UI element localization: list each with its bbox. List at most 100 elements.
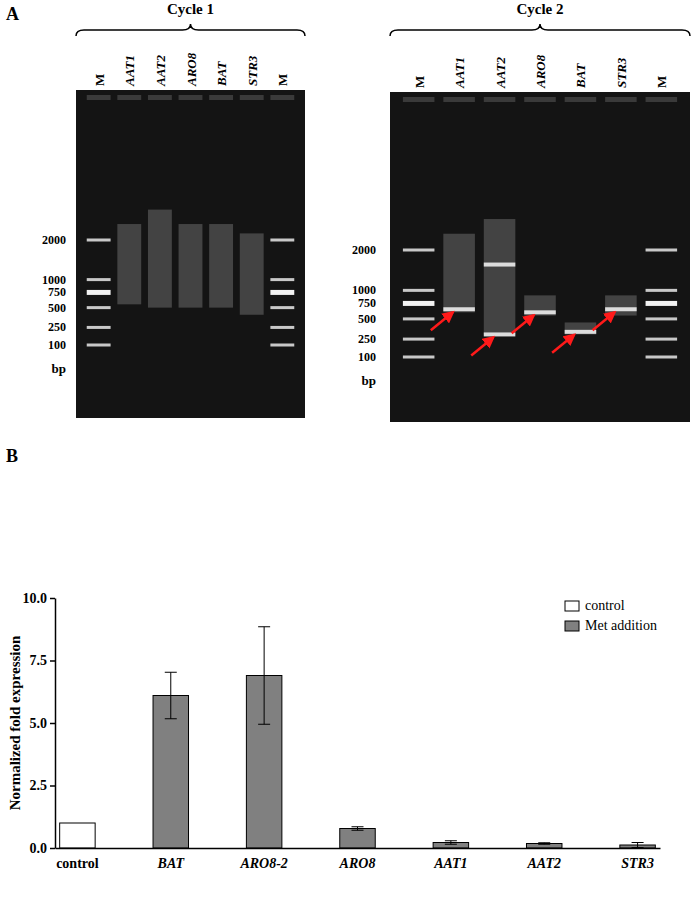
x-tick-label: control: [56, 856, 99, 871]
ladder-band: [403, 301, 435, 306]
size-label: 750: [358, 296, 376, 310]
smear: [605, 295, 637, 315]
y-tick: 2.5: [30, 778, 56, 793]
ladder-band: [403, 338, 435, 341]
gel-well: [117, 95, 141, 100]
error-bar-cap: [445, 840, 457, 841]
size-label: 250: [358, 332, 376, 346]
band-arrow: [431, 312, 453, 330]
x-tick-label: ARO8-2: [239, 856, 287, 871]
error-bar: [632, 843, 644, 848]
legend-item: Met addition: [565, 618, 657, 633]
gel-well: [443, 97, 475, 102]
size-label: 500: [358, 312, 376, 326]
bar-chart: 0.02.55.07.510.0Normalized fold expressi…: [7, 591, 661, 871]
y-tick: 10.0: [23, 591, 56, 606]
y-tick-mark: [50, 723, 55, 725]
ladder-band: [270, 239, 294, 242]
gel-well: [565, 97, 597, 102]
smear: [565, 322, 597, 334]
y-tick-label: 2.5: [30, 778, 48, 793]
ladder-band: [87, 290, 111, 295]
error-bar-stem: [170, 672, 171, 719]
x-tick-label: STR3: [621, 856, 654, 871]
gel-image: [390, 92, 690, 422]
lane-label: AAT1: [452, 57, 467, 89]
lane-label: ARO8: [184, 52, 199, 87]
band-arrow: [552, 335, 574, 353]
smear: [148, 210, 172, 308]
x-tick: AAT2: [526, 848, 560, 871]
error-bar: [165, 672, 177, 719]
size-label: 2000: [352, 243, 376, 257]
ladder-band: [87, 326, 111, 329]
error-bar-cap: [352, 830, 364, 831]
size-label: 750: [48, 285, 66, 299]
ladder-band: [270, 326, 294, 329]
smear: [524, 295, 556, 315]
y-tick: 5.0: [30, 716, 56, 731]
y-tick-label: 0.0: [30, 841, 48, 856]
error-bar-cap: [165, 672, 177, 673]
gel-panel: Cycle 1MAAT1AAT2ARO8BATSTR3M200010007505…: [42, 1, 305, 418]
bars: [60, 627, 656, 848]
x-tick-label: ARO8: [339, 856, 376, 871]
smear: [117, 224, 141, 304]
ladder-band: [270, 278, 294, 281]
bar: [60, 823, 95, 848]
legend: control Met addition: [565, 598, 657, 633]
gel-image: [76, 90, 305, 418]
lane-label: AAT2: [493, 56, 508, 89]
ladder-band: [403, 356, 435, 359]
error-bar: [538, 843, 550, 845]
smear: [484, 219, 516, 334]
figure: ABCycle 1MAAT1AAT2ARO8BATSTR3M2000100075…: [0, 0, 697, 898]
bar: [340, 829, 375, 849]
gel-well: [524, 97, 556, 102]
y-axis-title: Normalized fold expression: [7, 635, 23, 810]
lane-label: STR3: [614, 57, 629, 88]
band-arrow: [593, 312, 615, 330]
error-bar-stem: [637, 843, 638, 848]
error-bar-cap: [445, 844, 457, 845]
error-bar-cap: [258, 724, 270, 725]
gel-well: [209, 95, 233, 100]
x-axis-line: [56, 848, 661, 850]
gel-well: [270, 95, 294, 100]
smear: [443, 234, 475, 313]
y-tick-mark: [50, 785, 55, 787]
ladder-band: [87, 344, 111, 347]
lane-label: BAT: [214, 60, 229, 87]
size-label: 100: [48, 338, 66, 352]
y-tick-mark: [50, 848, 55, 850]
ladder-band: [646, 356, 678, 359]
error-bar-cap: [538, 842, 550, 843]
gel-well: [646, 97, 678, 102]
lane-label: M: [275, 74, 290, 86]
ladder-band: [646, 301, 678, 306]
ladder-band: [646, 289, 678, 292]
band-arrow: [471, 337, 493, 355]
gel-marks: [87, 95, 295, 347]
error-bar-stem: [264, 627, 265, 725]
smear: [179, 224, 203, 308]
gel-marks: [403, 97, 677, 359]
x-axis: control BAT ARO8-2 ARO8 AAT1 AAT2 STR3: [56, 848, 661, 871]
ladder-band: [403, 249, 435, 252]
ladder-band: [646, 249, 678, 252]
x-tick: AAT1: [433, 848, 467, 871]
size-label: 500: [48, 301, 66, 315]
x-tick: STR3: [621, 848, 654, 871]
ladder-band: [87, 239, 111, 242]
unit-label: bp: [362, 373, 376, 388]
gel-brace: [76, 24, 305, 36]
lane-label: M: [654, 76, 669, 88]
gel-well: [605, 97, 637, 102]
x-tick-label: BAT: [157, 856, 186, 871]
legend-label: control: [585, 598, 625, 613]
bar: [526, 844, 561, 849]
y-axis: 0.02.55.07.510.0: [23, 591, 56, 856]
ladder-band: [87, 278, 111, 281]
sample-band: [484, 332, 516, 336]
lane-label: AAT2: [153, 54, 168, 87]
